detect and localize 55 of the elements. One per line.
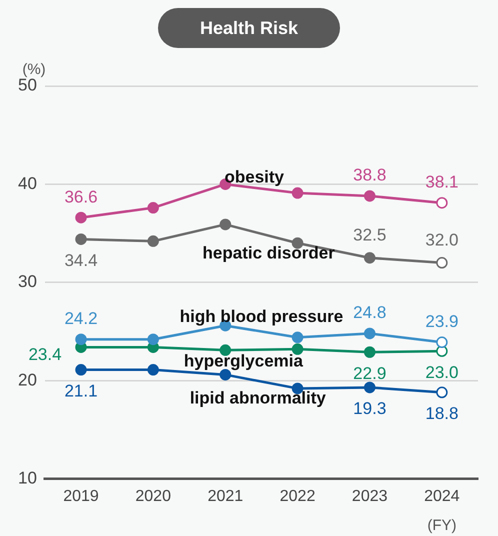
y-tick-label: 10: [18, 468, 37, 488]
x-tick-label: 2019: [63, 488, 99, 505]
point: [147, 235, 159, 247]
point: [75, 364, 87, 376]
point: [436, 336, 448, 348]
point: [292, 187, 304, 199]
x-tick-label: 2020: [135, 488, 172, 505]
y-tick-label: 30: [18, 272, 37, 292]
data-label: 18.8: [425, 404, 458, 424]
data-label: 32.0: [425, 230, 458, 250]
point: [436, 197, 448, 209]
point: [292, 343, 304, 355]
point: [292, 332, 304, 344]
series-label: hyperglycemia: [184, 352, 304, 371]
point: [75, 212, 87, 224]
data-label: 34.4: [64, 250, 98, 270]
data-label: 38.1: [425, 172, 458, 192]
data-label: 19.3: [353, 399, 386, 418]
data-label: 21.1: [64, 381, 98, 400]
point: [364, 346, 376, 358]
x-tick-label: 2024: [424, 488, 460, 505]
point: [75, 334, 87, 346]
data-label: 38.8: [353, 166, 386, 185]
x-tick-label: 2021: [208, 488, 244, 505]
point: [75, 233, 87, 245]
series-label: lipid abnormality: [190, 388, 326, 408]
data-label: 24.8: [353, 303, 386, 322]
y-tick-label: 20: [18, 370, 37, 390]
data-label: 23.9: [425, 312, 458, 331]
y-axis-title: (%): [22, 61, 46, 78]
data-label: 24.2: [64, 309, 98, 328]
data-label: 23.0: [425, 362, 458, 382]
x-axis-title: (FY): [427, 517, 456, 534]
point: [436, 257, 448, 269]
data-label: 36.6: [64, 187, 98, 206]
point: [364, 190, 376, 202]
y-tick-label: 40: [18, 174, 37, 193]
point: [364, 328, 376, 340]
x-tick-label: 2022: [280, 488, 316, 505]
point: [220, 218, 232, 230]
point: [364, 252, 376, 264]
y-tick-label: 50: [18, 76, 37, 95]
point: [436, 386, 448, 398]
data-label: 22.9: [353, 364, 386, 383]
series-label: obesity: [224, 167, 285, 186]
series-label: high blood pressure: [180, 307, 344, 326]
x-tick-label: 2023: [352, 488, 388, 505]
chart-title: Health Risk: [158, 8, 340, 48]
point: [147, 334, 159, 346]
point: [147, 202, 159, 214]
series-label: hepatic disorder: [202, 243, 336, 262]
data-label: 32.5: [353, 226, 386, 245]
point: [364, 382, 376, 394]
point: [147, 364, 159, 376]
data-label: 23.4: [28, 344, 62, 364]
